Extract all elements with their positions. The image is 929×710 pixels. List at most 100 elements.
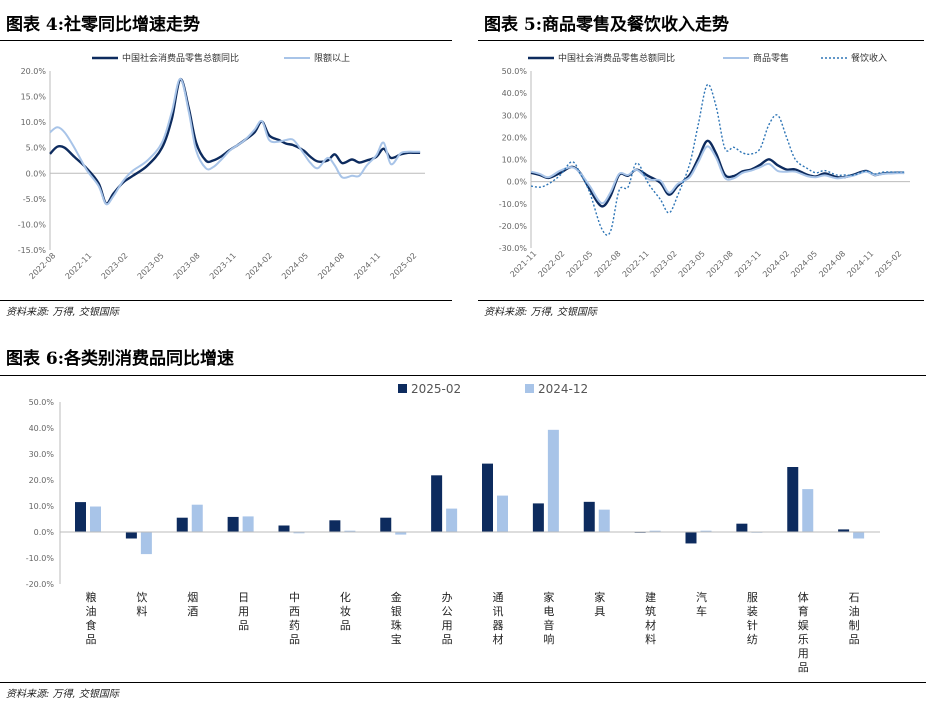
y-tick-label: 0.0%: [507, 178, 528, 187]
category-char: 品: [289, 633, 300, 646]
bar: [802, 489, 814, 532]
category-char: 娱: [798, 618, 809, 632]
category-char: 品: [86, 633, 97, 646]
y-tick-label: 30.0%: [502, 111, 528, 120]
x-tick-label: 2024-11: [352, 251, 382, 281]
bar: [75, 502, 86, 532]
category-label: 饮料: [136, 591, 147, 618]
bar: [125, 532, 137, 539]
category-char: 化: [340, 590, 351, 604]
category-char: 车: [696, 604, 707, 618]
category-char: 制: [849, 619, 860, 632]
category-char: 料: [136, 604, 147, 618]
category-char: 品: [238, 619, 249, 632]
bar: [685, 532, 697, 544]
title-rule: [478, 40, 924, 41]
source-rule: [0, 682, 926, 683]
category-label: 日用品: [238, 591, 249, 632]
y-tick-label: 50.0%: [502, 67, 528, 76]
category-char: 讯: [493, 605, 504, 618]
category-char: 料: [645, 632, 656, 646]
category-char: 电: [543, 605, 554, 618]
bar: [532, 503, 544, 532]
category-char: 烟: [187, 590, 198, 604]
source-note: 资料来源: 万得, 交银国际: [6, 689, 119, 700]
category-char: 家: [543, 590, 554, 604]
bar: [278, 525, 290, 532]
category-char: 日: [238, 591, 249, 604]
y-tick-label: 20.0%: [502, 133, 528, 142]
category-char: 家: [594, 590, 605, 604]
category-char: 用: [442, 619, 453, 632]
bar: [838, 529, 850, 532]
x-tick-label: 2023-02: [100, 251, 130, 281]
category-char: 药: [289, 619, 300, 632]
bar: [191, 504, 203, 532]
x-tick-label: 2024-05: [280, 251, 310, 281]
source-note: 资料来源: 万得, 交银国际: [484, 307, 597, 318]
x-tick-label: 2023-08: [705, 249, 735, 279]
title-rule: [0, 375, 926, 376]
bar: [227, 516, 239, 532]
y-tick-label: 40.0%: [29, 424, 55, 433]
legend-entry: 餐饮收入: [851, 52, 887, 64]
y-tick-label: 30.0%: [29, 450, 55, 459]
category-char: 乐: [798, 633, 809, 646]
category-label: 石油制品: [849, 591, 860, 646]
x-tick-label: 2023-02: [649, 249, 679, 279]
category-char: 材: [645, 618, 656, 632]
source-rule: [0, 300, 452, 301]
y-tick-label: 10.0%: [29, 502, 55, 511]
category-char: 音: [543, 618, 554, 632]
legend-swatch: [525, 384, 534, 393]
x-tick-label: 2024-05: [789, 249, 819, 279]
category-char: 油: [849, 604, 860, 618]
y-tick-label: -5.0%: [23, 195, 47, 204]
y-tick-label: -10.0%: [26, 554, 55, 563]
bar-chart-categories: 50.0% 40.0% 30.0% 20.0% 10.0% 0.0% -10.0% -20.0…: [26, 382, 880, 674]
x-tick-label: 2024-02: [244, 251, 274, 281]
category-char: 珠: [391, 618, 402, 632]
x-tick-label: 2023-11: [733, 249, 763, 279]
chart-title: 图表 6:各类别消费品同比增速: [6, 349, 235, 369]
bar: [293, 532, 305, 534]
category-char: 器: [493, 619, 504, 632]
x-tick-label: 2022-11: [621, 249, 651, 279]
bar: [700, 530, 712, 532]
y-tick-label: -10.0%: [18, 220, 47, 229]
category-label: 家具: [594, 590, 605, 618]
x-tick-label: 2023-08: [172, 251, 202, 281]
x-tick-label: 2023-11: [208, 251, 238, 281]
category-char: 饮: [136, 591, 147, 604]
y-tick-label: 50.0%: [29, 398, 55, 407]
category-char: 筑: [645, 604, 656, 618]
category-char: 银: [391, 604, 402, 618]
x-tick-label: 2024-08: [316, 251, 346, 281]
y-tick-label: 10.0%: [502, 156, 528, 165]
x-tick-label: 2022-05: [565, 249, 595, 279]
category-char: 通: [493, 591, 504, 604]
category-char: 用: [238, 605, 249, 618]
category-char: 石: [849, 591, 860, 604]
y-tick-label: -30.0%: [499, 244, 528, 253]
category-char: 具: [594, 605, 605, 618]
category-char: 品: [340, 619, 351, 632]
category-char: 育: [798, 604, 809, 618]
chart-title: 图表 4:社零同比增速走势: [6, 15, 201, 35]
legend-entry: 2024-12: [538, 382, 588, 396]
category-label: 粮油食品: [86, 590, 97, 646]
chart-panel-categories: 图表 6:各类别消费品同比增速 50.0% 40.0% 30.0% 20.0% 10.0…: [0, 340, 929, 710]
bar: [344, 530, 356, 532]
category-char: 办: [442, 591, 453, 604]
category-char: 金: [391, 590, 402, 604]
source-rule: [478, 300, 924, 301]
category-char: 用: [798, 647, 809, 660]
bar: [176, 517, 188, 532]
bar: [329, 520, 341, 532]
legend-entry: 中国社会消费品零售总额同比: [122, 52, 239, 64]
category-label: 中西药品: [289, 591, 300, 646]
category-label: 服装针纺: [747, 591, 758, 646]
bar: [736, 523, 748, 532]
x-tick-label: 2022-11: [64, 251, 94, 281]
category-label: 建筑材料: [645, 590, 656, 646]
